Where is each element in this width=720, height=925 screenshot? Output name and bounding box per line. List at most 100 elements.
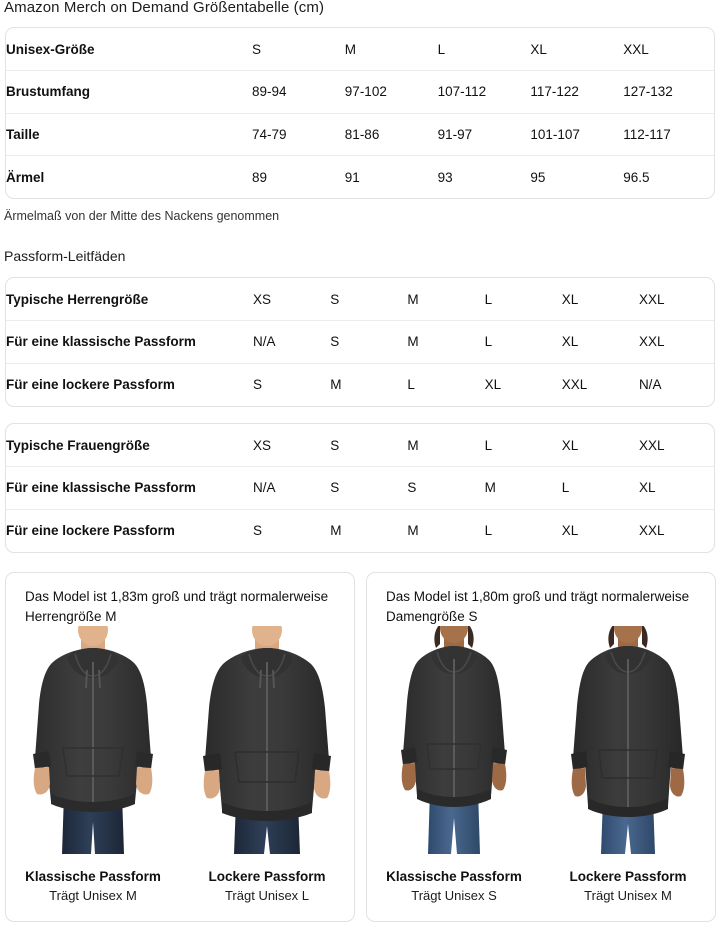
- mens-fit-table-card: Typische Herrengröße XS S M L XL XXL Für…: [5, 277, 715, 407]
- measurement-table: Unisex-Größe S M L XL XXL Brustumfang 89…: [6, 28, 714, 198]
- mens-fit-labels: Klassische Passform Trägt Unisex M Locke…: [6, 867, 354, 905]
- table-cell: XS: [253, 437, 272, 453]
- table-cell: L: [484, 291, 493, 307]
- table-cell: 101-107: [530, 112, 624, 156]
- table-cell: 97-102: [344, 70, 438, 113]
- womens-model-figures: [367, 613, 715, 859]
- table-cell: S: [330, 437, 340, 453]
- table-cell: L: [484, 437, 493, 453]
- fit-title: Lockere Passform: [208, 869, 326, 884]
- fit-wears: Trägt Unisex L: [224, 888, 310, 903]
- size-column-header: L: [437, 41, 446, 57]
- table-cell: L: [561, 466, 639, 509]
- table-cell: 91: [344, 155, 438, 198]
- fit-wears: Trägt Unisex M: [49, 888, 137, 903]
- table-row: Taille 74-79 81-86 91-97 101-107 112-117: [6, 112, 714, 156]
- table-cell: M: [407, 320, 485, 363]
- table-row: Für eine klassische Passform N/A S M L X…: [6, 320, 714, 363]
- female-model-relaxed-fit: [558, 613, 698, 859]
- row-label: Typische Herrengröße: [6, 291, 149, 307]
- table-cell: N/A: [253, 320, 331, 363]
- table-cell: XXL: [561, 362, 639, 406]
- table-cell: L: [484, 508, 562, 552]
- table-cell: N/A: [253, 466, 331, 509]
- table-cell: 89-94: [252, 70, 345, 113]
- male-model-relaxed-fit-illustration: [203, 614, 331, 854]
- table-cell: L: [484, 320, 562, 363]
- table-cell: N/A: [638, 362, 714, 406]
- table-cell: 89: [252, 155, 345, 198]
- fit-title: Klassische Passform: [386, 869, 522, 884]
- table-cell: 95: [530, 155, 624, 198]
- mens-model-caption: Das Model ist 1,83m groß und trägt norma…: [25, 589, 329, 624]
- table-row: Für eine lockere Passform S M M L XL XXL: [6, 508, 714, 552]
- table-cell: M: [407, 291, 419, 307]
- female-model-classic-fit-illustration: [401, 613, 507, 854]
- table-cell: 107-112: [437, 70, 531, 113]
- table-row: Brustumfang 89-94 97-102 107-112 117-122…: [6, 70, 714, 113]
- table-cell: M: [407, 508, 485, 552]
- mens-fit-table: Typische Herrengröße XS S M L XL XXL Für…: [6, 278, 714, 406]
- page-title: Amazon Merch on Demand Größentabelle (cm…: [4, 0, 325, 16]
- table-cell: XL: [484, 362, 562, 406]
- measurement-table-card: Unisex-Größe S M L XL XXL Brustumfang 89…: [5, 27, 715, 199]
- table-row: Ärmel 89 91 93 95 96.5: [6, 155, 714, 198]
- measurement-header-label: Unisex-Größe: [6, 41, 95, 57]
- table-cell: XL: [561, 437, 579, 453]
- womens-fit-table-card: Typische Frauengröße XS S M L XL XXL Für…: [5, 423, 715, 553]
- table-cell: M: [330, 508, 408, 552]
- fit-wears: Trägt Unisex M: [584, 888, 672, 903]
- table-cell: 81-86: [344, 112, 438, 156]
- table-cell: S: [253, 508, 331, 552]
- row-label: Typische Frauengröße: [6, 437, 150, 453]
- table-cell: XL: [561, 320, 639, 363]
- row-label: Ärmel: [6, 155, 252, 198]
- table-cell: XS: [253, 291, 272, 307]
- womens-classic-fit-label: Klassische Passform Trägt Unisex S: [367, 867, 541, 905]
- table-cell: S: [253, 362, 331, 406]
- womens-model-caption: Das Model ist 1,80m groß und trägt norma…: [386, 589, 690, 624]
- size-column-header: S: [252, 41, 262, 57]
- sleeve-measurement-note: Ärmelmaß von der Mitte des Nackens genom…: [4, 209, 280, 223]
- male-model-classic-fit: [17, 614, 169, 859]
- table-cell: M: [330, 362, 408, 406]
- table-cell: S: [407, 466, 485, 509]
- table-cell: S: [330, 466, 408, 509]
- table-cell: M: [484, 466, 562, 509]
- table-cell: S: [330, 291, 340, 307]
- size-column-header: XXL: [623, 41, 649, 57]
- table-cell: 112-117: [623, 112, 714, 156]
- male-model-relaxed-fit: [191, 614, 343, 859]
- female-model-classic-fit: [384, 613, 524, 859]
- size-column-header: M: [344, 41, 357, 57]
- row-label: Brustumfang: [6, 70, 252, 113]
- male-model-classic-fit-illustration: [33, 614, 153, 854]
- womens-fit-table: Typische Frauengröße XS S M L XL XXL Für…: [6, 424, 714, 552]
- table-cell: XXL: [638, 320, 714, 363]
- table-cell: XL: [561, 508, 639, 552]
- table-cell: 117-122: [530, 70, 624, 113]
- table-cell: XXL: [638, 508, 714, 552]
- table-cell: XXL: [638, 437, 665, 453]
- mens-classic-fit-label: Klassische Passform Trägt Unisex M: [6, 867, 180, 905]
- table-cell: 74-79: [252, 112, 345, 156]
- table-cell: XXL: [638, 291, 665, 307]
- row-label: Für eine lockere Passform: [6, 362, 253, 406]
- table-row: Für eine klassische Passform N/A S S M L…: [6, 466, 714, 509]
- table-header-row: Unisex-Größe S M L XL XXL: [6, 28, 714, 71]
- row-label: Für eine klassische Passform: [6, 320, 253, 363]
- womens-fit-labels: Klassische Passform Trägt Unisex S Locke…: [367, 867, 715, 905]
- table-row: Für eine lockere Passform S M L XL XXL N…: [6, 362, 714, 406]
- row-label: Für eine lockere Passform: [6, 508, 253, 552]
- table-cell: L: [407, 362, 485, 406]
- table-cell: 96.5: [623, 155, 714, 198]
- table-cell: 93: [437, 155, 531, 198]
- fit-title: Lockere Passform: [569, 869, 687, 884]
- womens-model-card: Das Model ist 1,80m groß und trägt norma…: [366, 572, 716, 922]
- row-label: Taille: [6, 112, 252, 156]
- mens-relaxed-fit-label: Lockere Passform Trägt Unisex L: [180, 867, 354, 905]
- mens-model-figures: [6, 614, 354, 859]
- fit-guides-heading: Passform-Leitfäden: [4, 248, 126, 264]
- table-cell: XL: [561, 291, 579, 307]
